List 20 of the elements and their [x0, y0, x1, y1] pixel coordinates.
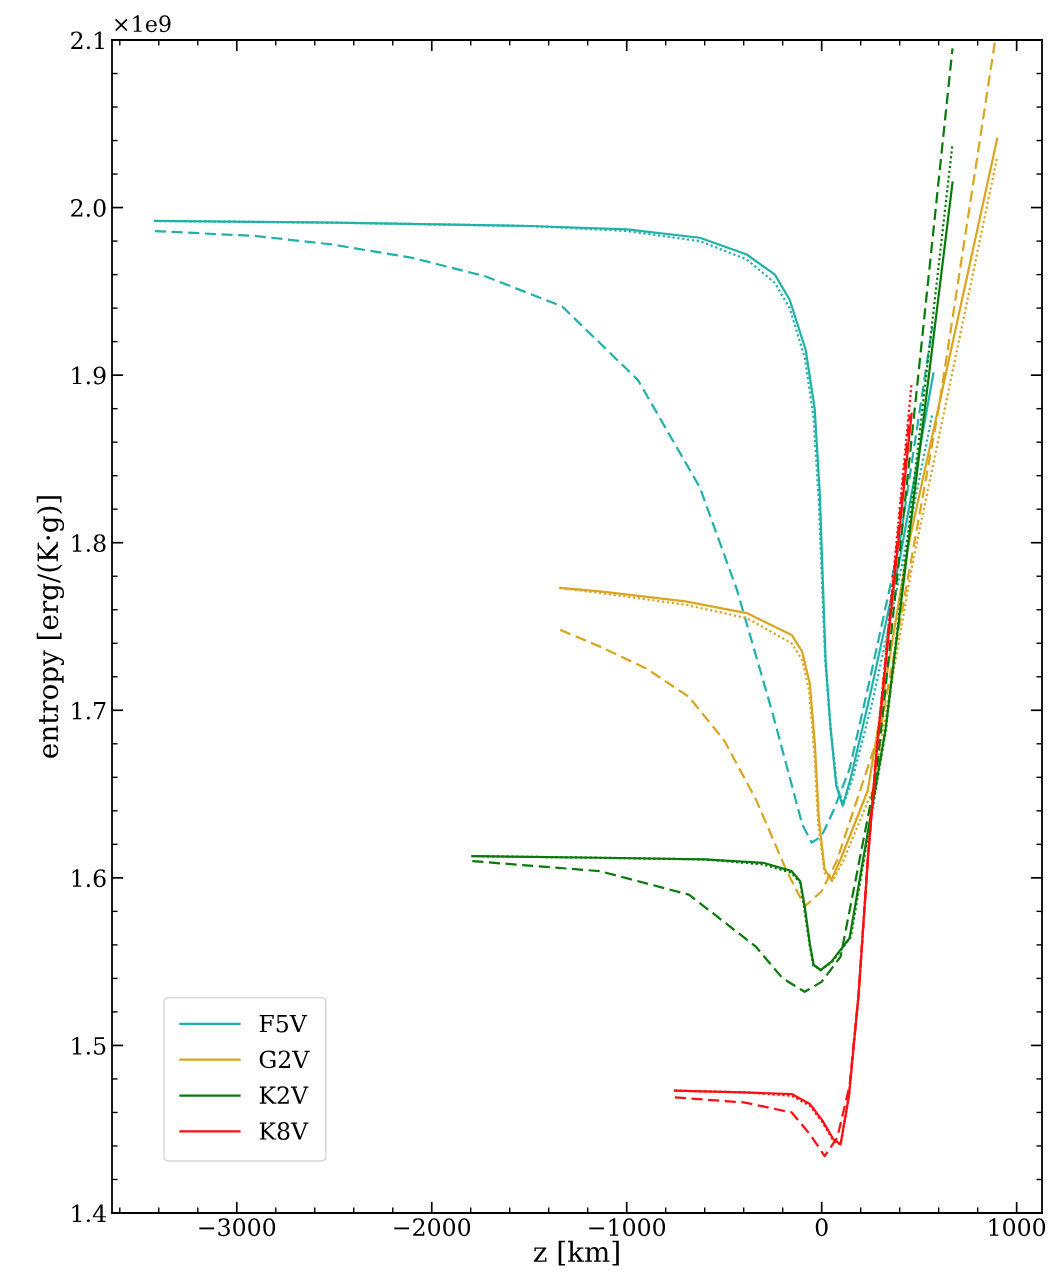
text: ×1e9 [115, 15, 171, 33]
y-tick-label: 2.0 [71, 199, 106, 217]
legend-label: K2V [259, 1086, 309, 1104]
y-tick-label: 1.6 [72, 869, 106, 888]
y-tick-label: 1.5 [72, 1036, 106, 1055]
y-tick-label: 2.1 [71, 31, 104, 50]
x-tick-label: −1000 [589, 1218, 666, 1237]
y-tick-label: 1.8 [72, 534, 106, 553]
x-axis-title: z [km] [533, 1240, 619, 1266]
x-tick-label: −2000 [394, 1218, 471, 1237]
legend-label: K8V [259, 1122, 309, 1140]
x-tick-label: 1000 [989, 1218, 1046, 1237]
legend-label: F5V [259, 1014, 308, 1033]
y-tick-label: 1.4 [72, 1204, 106, 1223]
y-tick-label: 1.7 [72, 701, 106, 720]
y-tick-label: 1.9 [72, 366, 106, 385]
legend-label: G2V [259, 1050, 310, 1069]
x-tick-label: 0 [815, 1218, 828, 1237]
y-axis-title: entropy [erg/(K·g)] [36, 496, 65, 758]
x-tick-label: −3000 [199, 1218, 276, 1237]
